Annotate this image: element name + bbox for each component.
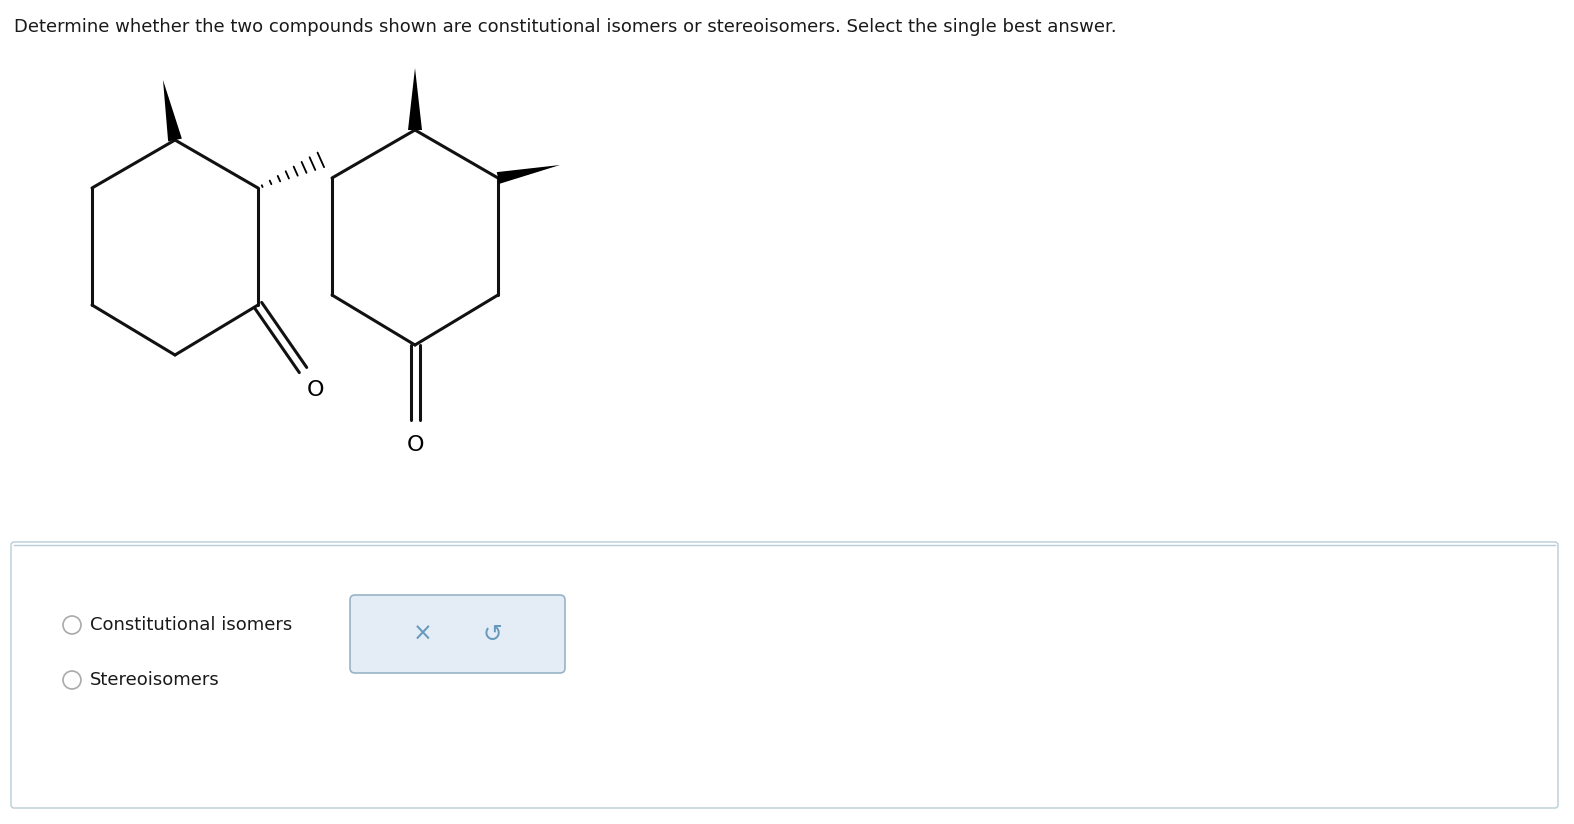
Text: O: O [406, 435, 423, 455]
FancyBboxPatch shape [11, 542, 1558, 808]
Text: Determine whether the two compounds shown are constitutional isomers or stereois: Determine whether the two compounds show… [14, 18, 1116, 36]
Polygon shape [408, 68, 422, 130]
FancyBboxPatch shape [349, 595, 565, 673]
Text: ×: × [412, 622, 433, 646]
Text: O: O [307, 380, 324, 400]
Text: Stereoisomers: Stereoisomers [90, 671, 220, 689]
Polygon shape [164, 80, 183, 142]
Polygon shape [497, 165, 560, 184]
Text: Constitutional isomers: Constitutional isomers [90, 616, 293, 634]
Text: ↺: ↺ [483, 622, 502, 646]
